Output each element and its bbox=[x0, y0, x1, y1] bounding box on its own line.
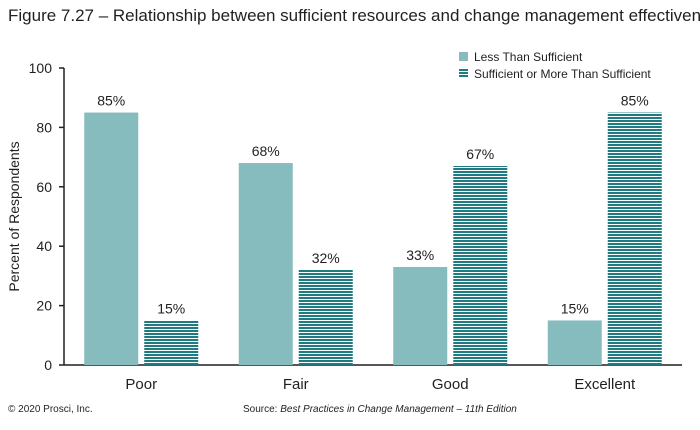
data-label: 33% bbox=[406, 247, 434, 263]
x-category-label-fair: Fair bbox=[283, 376, 309, 393]
data-label: 15% bbox=[561, 300, 589, 316]
bar-less-than-sufficient-poor bbox=[84, 112, 139, 365]
data-label: 67% bbox=[466, 146, 494, 162]
data-label: 68% bbox=[252, 143, 280, 159]
bar-less-than-sufficient-good bbox=[393, 266, 448, 365]
bar-less-than-sufficient-fair bbox=[238, 163, 293, 365]
y-tick-label: 60 bbox=[36, 179, 52, 195]
bar-sufficient-or-more-excellent bbox=[607, 112, 662, 365]
chart-title: Figure 7.27 – Relationship between suffi… bbox=[8, 6, 700, 25]
y-axis-title: Percent of Respondents bbox=[6, 141, 22, 291]
data-label: 32% bbox=[312, 250, 340, 266]
bar-sufficient-or-more-good bbox=[453, 166, 508, 365]
bar-sufficient-or-more-poor bbox=[144, 320, 199, 365]
legend-swatch bbox=[459, 69, 468, 78]
y-tick-label: 80 bbox=[36, 119, 52, 135]
data-label: 15% bbox=[157, 300, 185, 316]
legend-swatch bbox=[459, 52, 468, 61]
x-category-label-good: Good bbox=[432, 376, 469, 393]
source-title: Best Practices in Change Management – 11… bbox=[280, 404, 517, 415]
copyright-text: © 2020 Prosci, Inc. bbox=[8, 404, 93, 415]
data-label: 85% bbox=[621, 93, 649, 109]
source-prefix: Source: bbox=[243, 404, 281, 415]
bar-less-than-sufficient-excellent bbox=[547, 320, 602, 365]
bar-sufficient-or-more-fair bbox=[298, 269, 353, 365]
x-category-label-excellent: Excellent bbox=[574, 376, 636, 393]
legend-label: Less Than Sufficient bbox=[474, 50, 583, 64]
data-label: 85% bbox=[97, 93, 125, 109]
x-category-label-poor: Poor bbox=[125, 376, 157, 393]
bar-chart: 0 20 40 60 80 100 Percent of Respondents 85% 15… bbox=[6, 50, 682, 393]
legend-label: Sufficient or More Than Sufficient bbox=[474, 67, 651, 81]
y-tick-label: 0 bbox=[44, 357, 52, 373]
source-text: Source: Best Practices in Change Managem… bbox=[243, 404, 517, 415]
y-tick-label: 100 bbox=[29, 60, 53, 76]
y-tick-label: 20 bbox=[36, 298, 52, 314]
y-tick-label: 40 bbox=[36, 238, 52, 254]
